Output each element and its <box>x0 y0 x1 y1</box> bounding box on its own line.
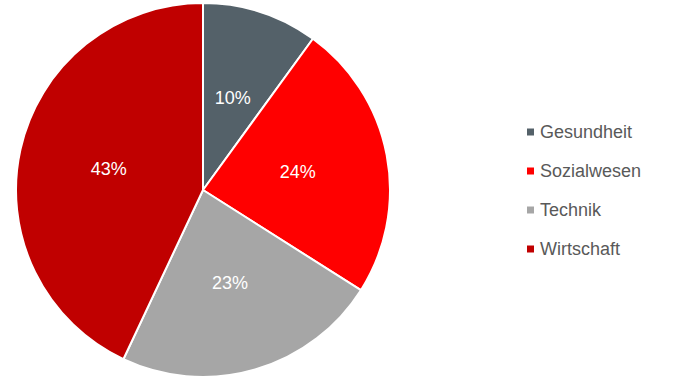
svg-text:23%: 23% <box>212 273 248 293</box>
svg-text:43%: 43% <box>91 159 127 179</box>
svg-text:Sozialwesen: Sozialwesen <box>540 161 641 181</box>
svg-text:Gesundheit: Gesundheit <box>540 122 632 142</box>
svg-text:10%: 10% <box>215 88 251 108</box>
svg-text:Wirtschaft: Wirtschaft <box>540 239 620 259</box>
svg-text:24%: 24% <box>280 162 316 182</box>
svg-text:Technik: Technik <box>540 200 602 220</box>
